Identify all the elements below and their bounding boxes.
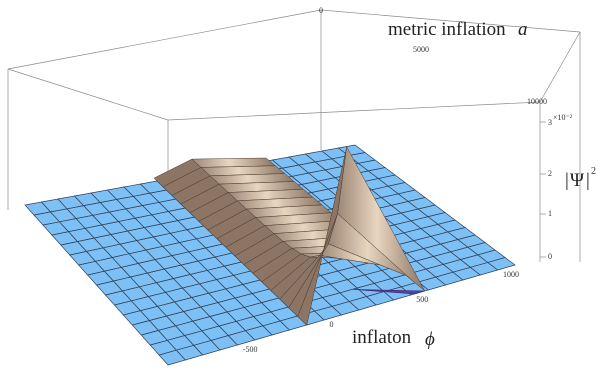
x-axis-title: inflaton ϕ — [352, 327, 435, 350]
z-tick-label: 3 — [548, 118, 552, 127]
x-tick-label: 500 — [416, 295, 428, 304]
x-tick-label: 1000 — [503, 270, 519, 279]
ridge-surface — [153, 146, 426, 326]
z-tick-label: 2 — [548, 169, 552, 178]
z-axis-title-power: 2 — [591, 166, 596, 177]
y-axis-title-symbol: a — [518, 19, 528, 40]
y-axis-title-text: metric inflation — [388, 19, 506, 40]
x-tick-label: 0 — [330, 320, 334, 329]
x-axis-title-text: inflaton — [352, 327, 412, 348]
z-tick-label: 1 — [548, 209, 552, 218]
ridge-shadow — [353, 289, 425, 295]
ridge-right-face — [337, 146, 426, 292]
y-tick-label: 0 — [319, 6, 323, 15]
z-multiplier-label: ×10⁻² — [553, 113, 573, 122]
y-tick-label: 10000 — [527, 97, 547, 106]
z-axis-ticks — [540, 121, 546, 258]
x-axis-title-symbol: ϕ — [425, 329, 435, 350]
y-axis-title: metric inflation a — [388, 19, 528, 40]
z-axis-title-psi: Ψ — [570, 170, 584, 191]
x-tick-label: -500 — [243, 345, 258, 354]
z-axis-title-bar-right: | — [586, 170, 590, 191]
z-axis-title: | Ψ | 2 — [565, 166, 596, 191]
z-tick-label: 0 — [548, 252, 552, 261]
z-axis-title-bar-left: | — [565, 170, 569, 191]
y-tick-label: 5000 — [413, 45, 429, 54]
